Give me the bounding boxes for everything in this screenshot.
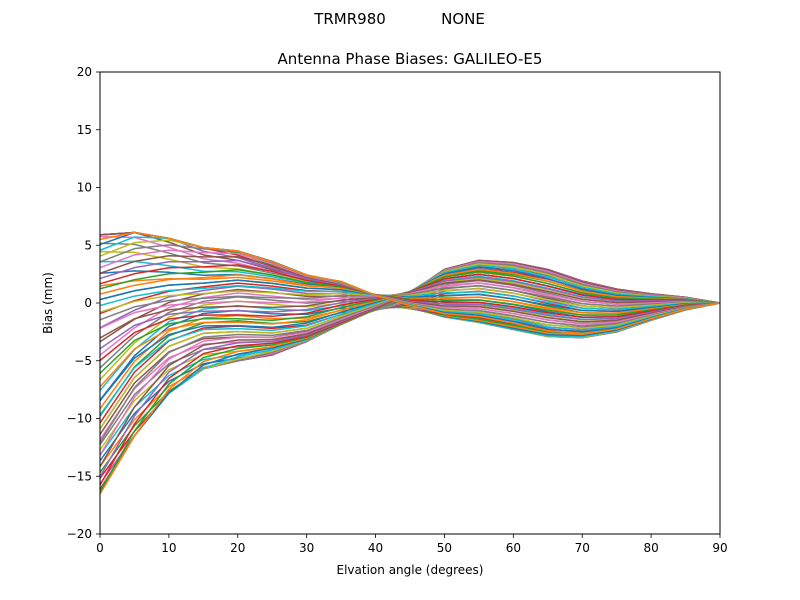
y-axis-ticks: −20 −15 −10 −5 0 5 10 15 20 <box>67 65 100 541</box>
y-tick-label: 5 <box>84 238 92 252</box>
series-line <box>100 279 720 312</box>
figure-suptitle-left: TRMR980 <box>313 10 386 28</box>
x-tick-label: 60 <box>506 541 521 555</box>
series-line <box>100 268 720 316</box>
series-line <box>100 282 720 329</box>
y-tick-label: −5 <box>74 354 92 368</box>
x-tick-label: 10 <box>161 541 176 555</box>
x-axis-label: Elvation angle (degrees) <box>337 563 484 577</box>
y-tick-label: 0 <box>84 296 92 310</box>
x-tick-label: 50 <box>437 541 452 555</box>
y-tick-label: 15 <box>77 123 92 137</box>
x-tick-label: 70 <box>575 541 590 555</box>
y-tick-label: −10 <box>67 412 92 426</box>
series-line <box>100 288 720 313</box>
series-line <box>100 274 720 314</box>
series-line <box>100 259 720 321</box>
plot-frame <box>99 71 721 535</box>
y-axis-label: Bias (mm) <box>41 272 55 334</box>
x-tick-label: 0 <box>96 541 104 555</box>
series-line <box>100 266 720 402</box>
series-lines <box>100 231 720 494</box>
y-tick-label: 20 <box>77 65 92 79</box>
series-line <box>100 231 720 335</box>
series-line <box>100 285 720 321</box>
x-tick-label: 90 <box>712 541 727 555</box>
series-line <box>100 264 720 319</box>
series-line <box>100 284 720 311</box>
y-tick-label: 10 <box>77 181 92 195</box>
series-line <box>100 255 720 323</box>
figure-suptitle-right: NONE <box>441 10 485 28</box>
x-tick-label: 80 <box>643 541 658 555</box>
y-tick-label: −15 <box>67 469 92 483</box>
x-tick-label: 20 <box>230 541 245 555</box>
x-tick-label: 40 <box>368 541 383 555</box>
chart-title: Antenna Phase Biases: GALILEO-E5 <box>278 50 543 68</box>
x-axis-ticks: 0 10 20 30 40 50 60 70 80 90 <box>96 534 728 555</box>
x-tick-label: 30 <box>299 541 314 555</box>
y-tick-label: −20 <box>67 527 92 541</box>
